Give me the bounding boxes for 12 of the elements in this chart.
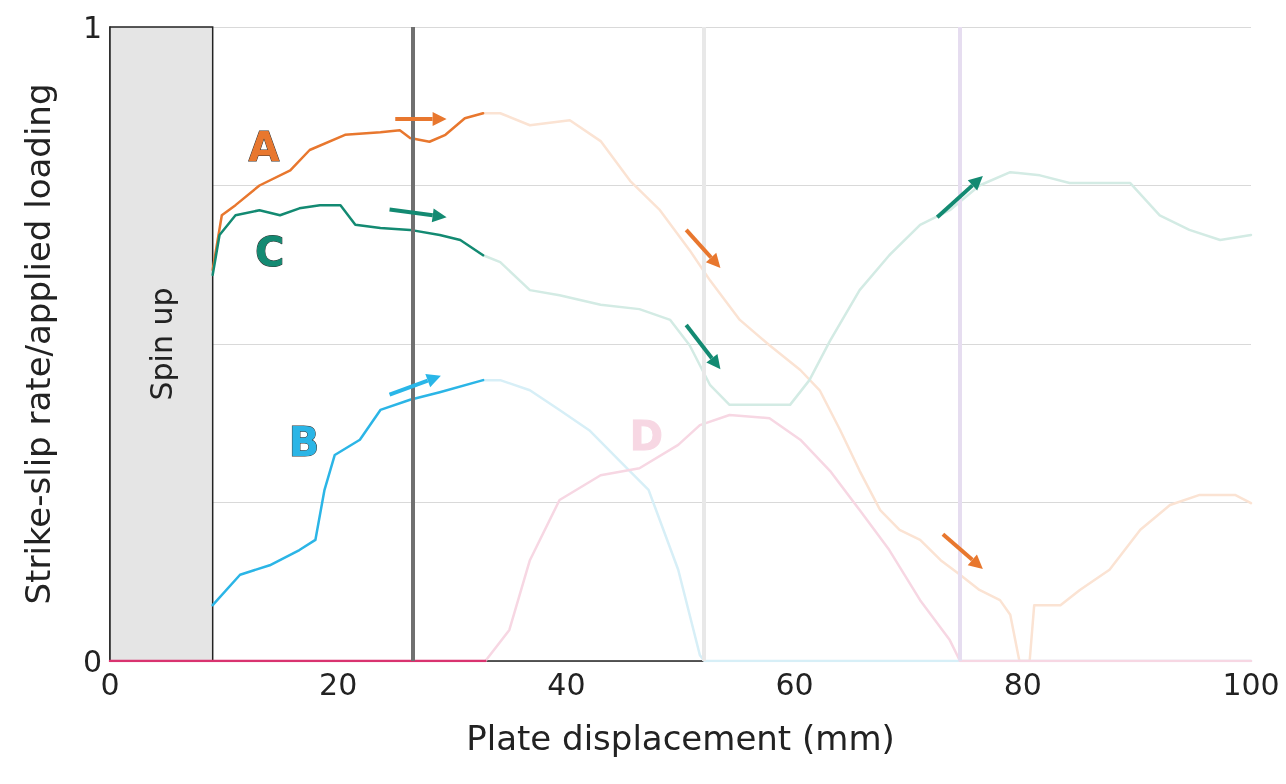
x-tick-label: 20 <box>319 666 358 702</box>
y-tick-label: 1 <box>82 9 102 45</box>
series-label: B <box>288 419 320 466</box>
x-tick-label: 40 <box>547 666 586 702</box>
band-label: Spin up <box>143 287 179 401</box>
x-tick-label: 100 <box>1222 666 1280 702</box>
x-tick-label: 60 <box>775 666 814 702</box>
x-tick-label: 80 <box>1003 666 1042 702</box>
x-axis-title: Plate displacement (mm) <box>466 718 895 758</box>
series-label: C <box>255 229 285 276</box>
series-label: A <box>248 124 280 171</box>
y-axis-title: Strike-slip rate/applied loading <box>18 83 58 605</box>
